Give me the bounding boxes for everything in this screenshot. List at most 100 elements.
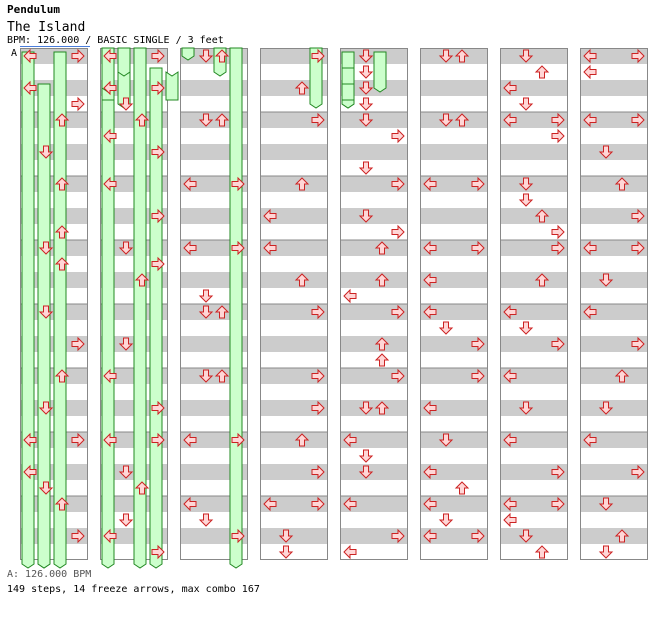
up-arrow xyxy=(214,49,230,63)
beat-stripe xyxy=(500,496,568,512)
freeze-arrow xyxy=(165,71,179,101)
beat-stripe xyxy=(500,368,568,384)
column-border xyxy=(580,48,648,560)
beat-stripe xyxy=(260,240,328,256)
down-arrow xyxy=(518,193,534,207)
beat-stripe xyxy=(260,176,328,192)
beat-stripe xyxy=(580,432,648,448)
beat-stripe xyxy=(580,240,648,256)
left-arrow xyxy=(103,368,117,384)
left-arrow xyxy=(503,368,517,384)
down-arrow xyxy=(118,465,134,479)
beat-stripe xyxy=(500,272,568,288)
down-arrow xyxy=(38,305,54,319)
down-arrow xyxy=(38,401,54,415)
beat-stripe xyxy=(420,432,488,448)
down-arrow xyxy=(518,177,534,191)
beat-stripe xyxy=(260,432,328,448)
down-arrow xyxy=(438,113,454,127)
bpm-change-line xyxy=(20,46,90,47)
left-arrow xyxy=(103,80,117,96)
beat-stripe xyxy=(500,208,568,224)
down-arrow xyxy=(118,337,134,351)
left-arrow xyxy=(183,496,197,512)
beat-stripe xyxy=(260,464,328,480)
left-arrow xyxy=(583,240,597,256)
left-arrow xyxy=(343,496,357,512)
up-arrow xyxy=(534,65,550,79)
beat-stripe xyxy=(340,208,408,224)
beat-stripe xyxy=(500,528,568,544)
beat-stripe xyxy=(500,48,568,64)
beat-stripe xyxy=(580,528,648,544)
left-arrow xyxy=(423,272,437,288)
freeze-arrow xyxy=(309,47,323,109)
beat-stripe xyxy=(340,240,408,256)
right-arrow xyxy=(151,208,165,224)
down-arrow xyxy=(198,289,214,303)
left-arrow xyxy=(263,496,277,512)
up-arrow xyxy=(534,273,550,287)
right-arrow xyxy=(631,48,645,64)
left-arrow xyxy=(423,528,437,544)
beat-stripe xyxy=(260,304,328,320)
up-arrow xyxy=(54,225,70,239)
up-arrow xyxy=(374,337,390,351)
right-arrow xyxy=(391,224,405,240)
beat-stripe xyxy=(580,80,648,96)
beat-stripe xyxy=(340,496,408,512)
left-arrow xyxy=(103,528,117,544)
left-arrow xyxy=(183,176,197,192)
beat-stripe xyxy=(420,400,488,416)
song-title: The Island xyxy=(7,20,86,35)
left-arrow xyxy=(503,496,517,512)
right-arrow xyxy=(311,496,325,512)
left-arrow xyxy=(423,496,437,512)
beat-stripe xyxy=(260,368,328,384)
down-arrow xyxy=(118,97,134,111)
down-arrow xyxy=(198,113,214,127)
beat-stripe xyxy=(260,336,328,352)
down-arrow xyxy=(38,481,54,495)
left-arrow xyxy=(583,64,597,80)
freeze-arrow xyxy=(229,47,243,569)
right-arrow xyxy=(551,336,565,352)
left-arrow xyxy=(343,432,357,448)
beat-stripe xyxy=(340,112,408,128)
up-arrow xyxy=(294,433,310,447)
left-arrow xyxy=(103,176,117,192)
freeze-arrow xyxy=(37,83,51,569)
up-arrow xyxy=(214,305,230,319)
down-arrow xyxy=(518,97,534,111)
left-arrow xyxy=(263,240,277,256)
down-arrow xyxy=(518,401,534,415)
beat-stripe xyxy=(260,496,328,512)
column-border xyxy=(500,48,568,560)
beat-stripe xyxy=(500,464,568,480)
left-arrow xyxy=(583,48,597,64)
right-arrow xyxy=(71,528,85,544)
song-artist: Pendulum xyxy=(7,3,60,16)
right-arrow xyxy=(71,336,85,352)
beat-stripe xyxy=(580,368,648,384)
up-arrow xyxy=(534,209,550,223)
beat-stripe xyxy=(340,464,408,480)
right-arrow xyxy=(151,80,165,96)
up-arrow xyxy=(374,273,390,287)
down-arrow xyxy=(358,65,374,79)
left-arrow xyxy=(423,400,437,416)
beat-stripe xyxy=(500,112,568,128)
footer-stats: 149 steps, 14 freeze arrows, max combo 1… xyxy=(7,584,260,595)
beat-stripe xyxy=(420,272,488,288)
right-arrow xyxy=(231,528,245,544)
freeze-arrow xyxy=(133,47,147,569)
up-arrow xyxy=(374,353,390,367)
down-arrow xyxy=(358,97,374,111)
down-arrow xyxy=(118,513,134,527)
beat-stripe xyxy=(260,144,328,160)
beat-stripe xyxy=(420,368,488,384)
column-border xyxy=(260,48,328,560)
left-arrow xyxy=(23,432,37,448)
left-arrow xyxy=(503,512,517,528)
up-arrow xyxy=(214,113,230,127)
